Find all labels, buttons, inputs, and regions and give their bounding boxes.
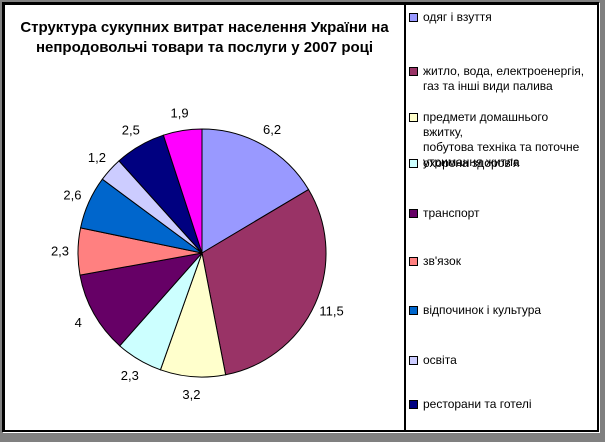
- legend-item-label: одяг і взуття: [423, 10, 492, 24]
- legend-item-label: житло, вода, електроенергія, газ та інші…: [423, 64, 585, 93]
- legend-color-marker: [409, 209, 418, 218]
- legend-item-label: транспорт: [423, 206, 480, 220]
- pie-chart: 6,2 11,5 3,2 2,3 4 2,3 2,6 1,2 2,5 1,9: [51, 105, 344, 402]
- pie-slice-label-7: 1,2: [88, 150, 106, 165]
- pie-slice-4[interactable]: [79, 252, 204, 347]
- legend: одяг і взуття житло, вода, електроенергія…: [406, 5, 597, 430]
- legend-item-label: зв'язок: [423, 254, 461, 268]
- legend-color-marker: [409, 306, 418, 315]
- legend-color-marker: [409, 159, 418, 168]
- legend-item-3[interactable]: охорона здоров'я: [409, 156, 591, 171]
- legend-color-marker: [409, 113, 418, 122]
- legend-item-label: предмети домашнього вжитку, побутова тех…: [423, 110, 580, 169]
- legend-item-7[interactable]: освіта: [409, 353, 591, 368]
- legend-item-5[interactable]: зв'язок: [409, 254, 591, 269]
- pie-slice-label-4: 4: [75, 315, 82, 330]
- pie-slice-label-0: 6,2: [263, 122, 281, 137]
- plot-panel: Структура сукупних витрат населення Укра…: [5, 5, 406, 430]
- pie-slice-label-5: 2,3: [51, 244, 69, 259]
- pie-slice-9[interactable]: [162, 128, 203, 254]
- legend-item-label: відпочинок і культура: [423, 303, 542, 317]
- pie-slice-label-3: 2,3: [121, 368, 139, 383]
- legend-item-label: ресторани та готелі: [423, 397, 532, 411]
- chart-frame: Структура сукупних витрат населення Укра…: [2, 2, 599, 432]
- pie-slice-1[interactable]: [201, 188, 327, 376]
- pie-slice-label-2: 3,2: [182, 387, 200, 402]
- pie-slice-label-6: 2,6: [63, 188, 81, 203]
- legend-item-1[interactable]: житло, вода, електроенергія, газ та інші…: [409, 64, 591, 94]
- legend-color-marker: [409, 67, 418, 76]
- pie-slice-0[interactable]: [201, 128, 310, 254]
- legend-item-0[interactable]: одяг і взуття: [409, 10, 591, 25]
- legend-color-marker: [409, 13, 418, 22]
- legend-item-label: охорона здоров'я: [423, 156, 520, 170]
- legend-item-2[interactable]: предмети домашнього вжитку, побутова тех…: [409, 110, 591, 170]
- legend-color-marker: [409, 257, 418, 266]
- legend-item-label: освіта: [423, 353, 457, 367]
- pie-slice-label-8: 2,5: [122, 123, 140, 138]
- legend-item-4[interactable]: транспорт: [409, 206, 591, 221]
- legend-item-6[interactable]: відпочинок і культура: [409, 303, 591, 318]
- pie-slice-label-9: 1,9: [171, 105, 189, 120]
- legend-color-marker: [409, 400, 418, 409]
- chart-title: Структура сукупних витрат населення Укра…: [20, 19, 389, 56]
- pie-slice-label-1: 11,5: [319, 304, 343, 319]
- legend-item-8[interactable]: ресторани та готелі: [409, 397, 591, 412]
- legend-color-marker: [409, 356, 418, 365]
